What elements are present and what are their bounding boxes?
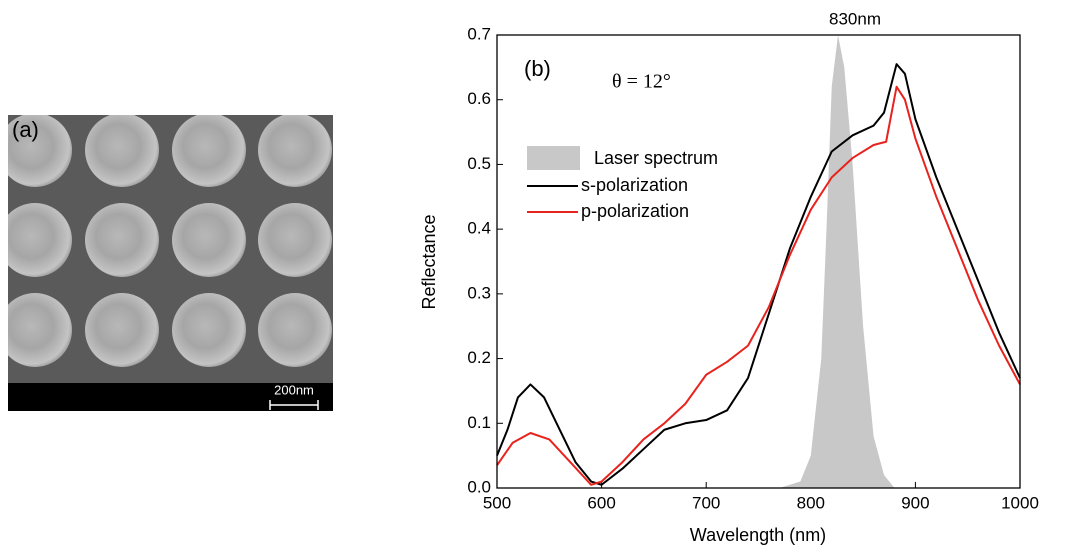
y-tick-label: 0.2 [467, 348, 491, 367]
panel-label: (a) [12, 117, 39, 142]
x-axis-label: Wavelength (nm) [690, 525, 826, 545]
sem-image: (a) 200nm [0, 113, 333, 411]
x-tick-label: 1000 [1001, 493, 1039, 512]
area [779, 35, 894, 488]
y-tick-label: 0.6 [467, 89, 491, 108]
legend-swatch [527, 146, 580, 170]
y-tick-label: 0.7 [467, 24, 491, 43]
figure: (a) 200nm 50060070080090010000.00.10.20.… [0, 0, 1075, 549]
y-tick-label: 0.1 [467, 413, 491, 432]
y-tick-label: 0.0 [467, 477, 491, 496]
line [497, 64, 1020, 485]
panel-label: (b) [524, 56, 551, 81]
legend-label: p-polarization [581, 201, 689, 221]
scale-bar-label: 200nm [274, 382, 314, 397]
x-tick-label: 800 [797, 493, 825, 512]
peak-label: 830nm [829, 9, 881, 28]
x-tick-label: 900 [901, 493, 929, 512]
y-tick-label: 0.5 [467, 154, 491, 173]
y-tick-label: 0.4 [467, 219, 491, 238]
plot-frame [497, 35, 1020, 488]
y-tick-label: 0.3 [467, 283, 491, 302]
y-axis-label: Reflectance [419, 214, 439, 309]
angle-annotation: θ = 12° [612, 71, 671, 93]
x-tick-label: 600 [587, 493, 615, 512]
x-tick-label: 700 [692, 493, 720, 512]
legend-label: Laser spectrum [594, 148, 718, 168]
legend-label: s-polarization [581, 175, 688, 195]
page: {"panel_a": {"label": "(a)", "scale_bar"… [0, 0, 1075, 554]
